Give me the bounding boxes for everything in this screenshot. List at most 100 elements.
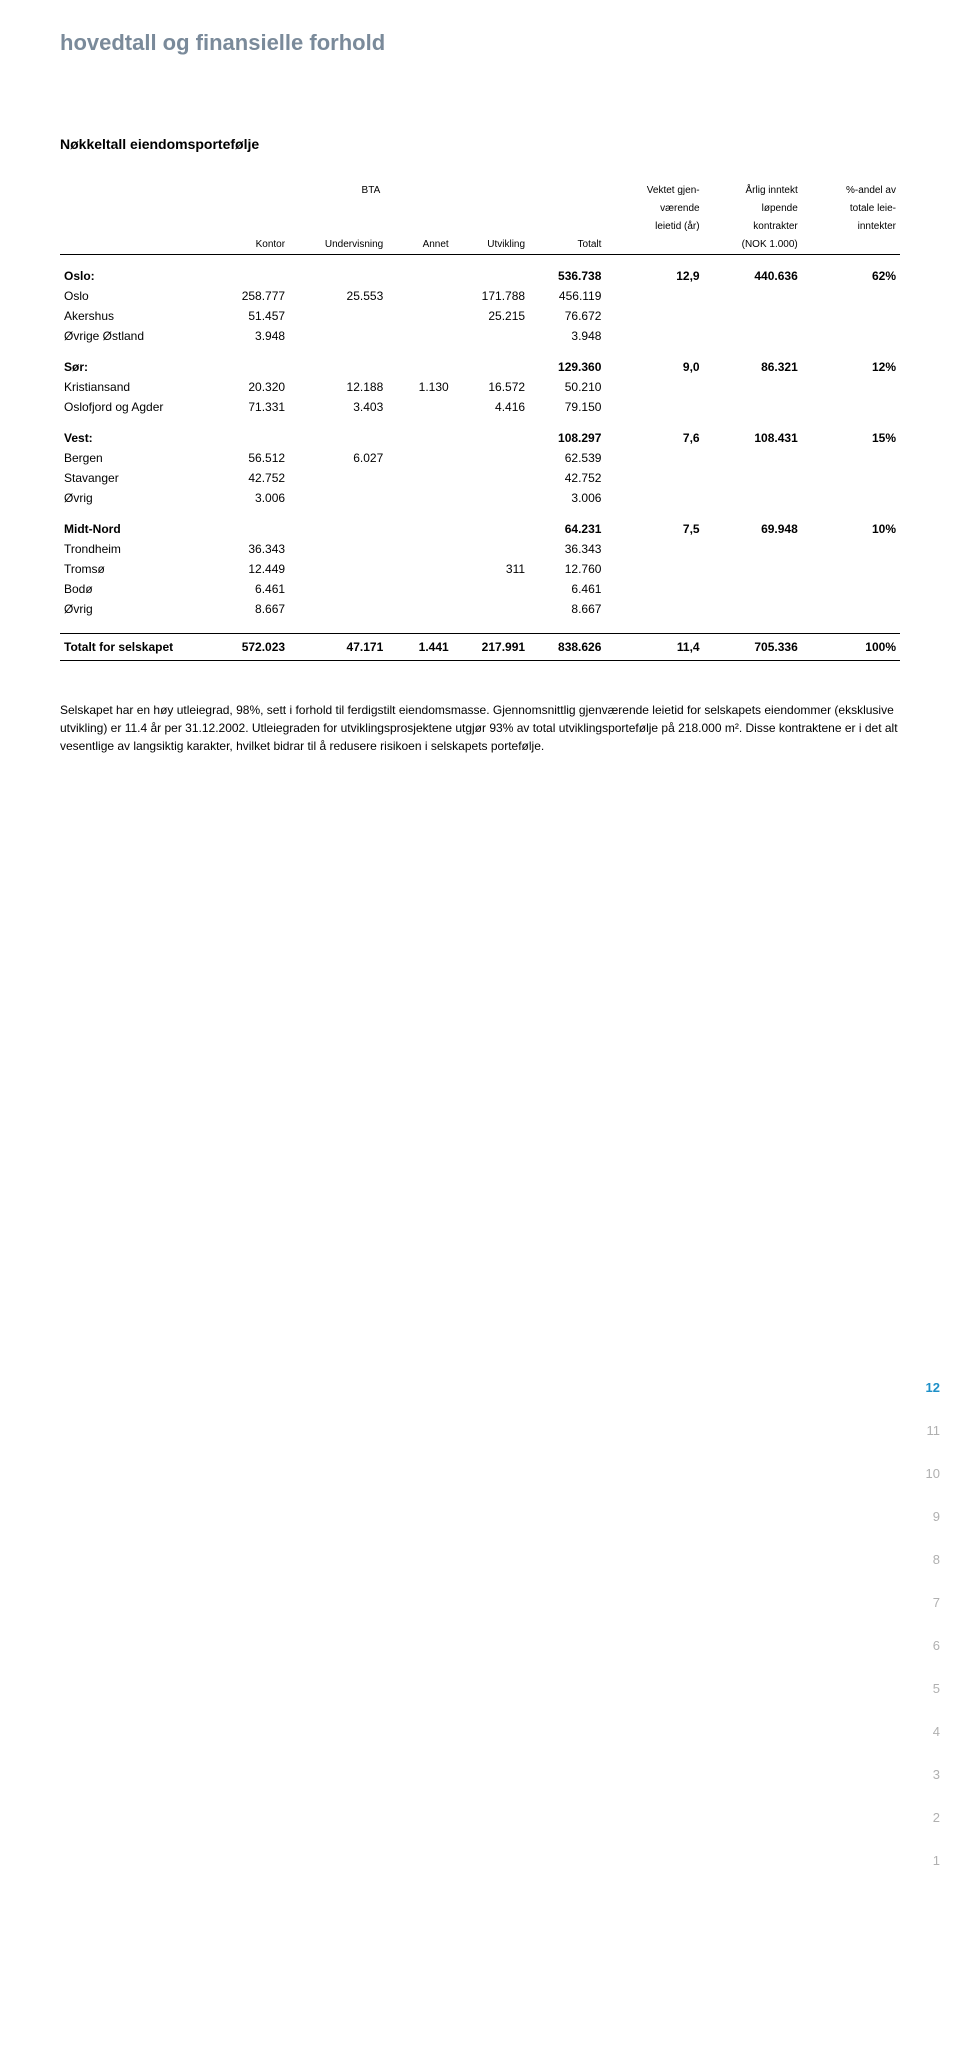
- cell-undervisning: 25.553: [289, 286, 387, 306]
- cell-totalt: 8.667: [529, 599, 605, 619]
- cell-vektet: 12,9: [605, 255, 703, 287]
- cell-kontor: 20.320: [213, 377, 289, 397]
- cell-annet: [387, 599, 452, 619]
- header-undervisning: Undervisning: [289, 236, 387, 255]
- table-row: Vest: 108.2977,6108.43115%: [60, 417, 900, 448]
- cell-undervisning: 6.027: [289, 448, 387, 468]
- table-row: Midt-Nord64.2317,569.94810%: [60, 508, 900, 539]
- cell-annet: [387, 468, 452, 488]
- cell-kontor: 6.461: [213, 579, 289, 599]
- cell-label: Totalt for selskapet: [60, 633, 213, 660]
- cell-utvikling: 311: [453, 559, 529, 579]
- body-paragraph: Selskapet har en høy utleiegrad, 98%, se…: [60, 701, 900, 755]
- header-andel-2: totale leie-: [802, 200, 900, 218]
- cell-undervisning: [289, 559, 387, 579]
- cell-totalt: 3.006: [529, 488, 605, 508]
- header-vektet-1: Vektet gjen-: [605, 182, 703, 200]
- cell-andel: 100%: [802, 633, 900, 660]
- cell-vektet: 9,0: [605, 346, 703, 377]
- page-number: 3: [933, 1767, 940, 1782]
- cell-annet: 1.441: [387, 633, 452, 660]
- cell-utvikling: [453, 488, 529, 508]
- page-number: 4: [933, 1724, 940, 1739]
- cell-annet: [387, 579, 452, 599]
- cell-label: Vest:: [60, 417, 213, 448]
- cell-annet: 1.130: [387, 377, 452, 397]
- table-row: Stavanger42.75242.752: [60, 468, 900, 488]
- header-vektet-3: leietid (år): [605, 218, 703, 236]
- cell-totalt: 76.672: [529, 306, 605, 326]
- cell-totalt: 108.297: [529, 417, 605, 448]
- header-utvikling: Utvikling: [453, 236, 529, 255]
- table-row: Bodø6.4616.461: [60, 579, 900, 599]
- cell-kontor: 258.777: [213, 286, 289, 306]
- cell-label: Stavanger: [60, 468, 213, 488]
- header-annet: Annet: [387, 236, 452, 255]
- cell-totalt: 36.343: [529, 539, 605, 559]
- cell-annet: [387, 286, 452, 306]
- page-number: 7: [933, 1595, 940, 1610]
- cell-totalt: 456.119: [529, 286, 605, 306]
- cell-annet: [387, 559, 452, 579]
- cell-totalt: 536.738: [529, 255, 605, 287]
- cell-label: Midt-Nord: [60, 508, 213, 539]
- cell-kontor: 3.006: [213, 488, 289, 508]
- cell-arlig: 705.336: [704, 633, 802, 660]
- cell-totalt: 129.360: [529, 346, 605, 377]
- cell-undervisning: [289, 579, 387, 599]
- page-number: 2: [933, 1810, 940, 1825]
- cell-utvikling: [453, 599, 529, 619]
- cell-andel: 15%: [802, 417, 900, 448]
- page-number: 5: [933, 1681, 940, 1696]
- cell-totalt: 3.948: [529, 326, 605, 346]
- cell-totalt: 42.752: [529, 468, 605, 488]
- header-andel-1: %-andel av: [802, 182, 900, 200]
- cell-arlig: 440.636: [704, 255, 802, 287]
- cell-label: Oslo:: [60, 255, 213, 287]
- cell-kontor: 12.449: [213, 559, 289, 579]
- table-row: Tromsø12.44931112.760: [60, 559, 900, 579]
- page-number: 12: [926, 1380, 940, 1395]
- header-kontor: Kontor: [213, 236, 289, 255]
- cell-annet: [387, 488, 452, 508]
- cell-kontor: 36.343: [213, 539, 289, 559]
- table-row: Oslo258.77725.553171.788456.119: [60, 286, 900, 306]
- cell-andel: 12%: [802, 346, 900, 377]
- header-vektet-2: værende: [605, 200, 703, 218]
- cell-totalt: 6.461: [529, 579, 605, 599]
- cell-totalt: 838.626: [529, 633, 605, 660]
- cell-label: Akershus: [60, 306, 213, 326]
- header-arlig-3: kontrakter: [704, 218, 802, 236]
- cell-annet: [387, 448, 452, 468]
- cell-andel: 10%: [802, 508, 900, 539]
- cell-annet: [387, 326, 452, 346]
- cell-arlig: 108.431: [704, 417, 802, 448]
- cell-label: Øvrig: [60, 488, 213, 508]
- cell-vektet: 7,6: [605, 417, 703, 448]
- cell-label: Øvrig: [60, 599, 213, 619]
- header-arlig-4: (NOK 1.000): [704, 236, 802, 255]
- header-totalt: Totalt: [529, 236, 605, 255]
- cell-annet: [387, 306, 452, 326]
- cell-arlig: 86.321: [704, 346, 802, 377]
- data-table: BTA Vektet gjen- Årlig inntekt %-andel a…: [60, 182, 900, 661]
- cell-utvikling: [453, 539, 529, 559]
- page-number: 1: [933, 1853, 940, 1868]
- cell-undervisning: [289, 599, 387, 619]
- cell-undervisning: 12.188: [289, 377, 387, 397]
- bta-label: BTA: [362, 185, 381, 196]
- page-number: 10: [926, 1466, 940, 1481]
- page-ribbon: 121110987654321: [926, 1380, 940, 1868]
- cell-vektet: 7,5: [605, 508, 703, 539]
- cell-arlig: 69.948: [704, 508, 802, 539]
- cell-kontor: 3.948: [213, 326, 289, 346]
- cell-kontor: 42.752: [213, 468, 289, 488]
- page-title: hovedtall og finansielle forhold: [60, 30, 900, 56]
- cell-undervisning: [289, 488, 387, 508]
- page-number: 6: [933, 1638, 940, 1653]
- page-number: 11: [927, 1423, 941, 1438]
- cell-label: Kristiansand: [60, 377, 213, 397]
- cell-kontor: 71.331: [213, 397, 289, 417]
- cell-utvikling: 171.788: [453, 286, 529, 306]
- cell-annet: [387, 539, 452, 559]
